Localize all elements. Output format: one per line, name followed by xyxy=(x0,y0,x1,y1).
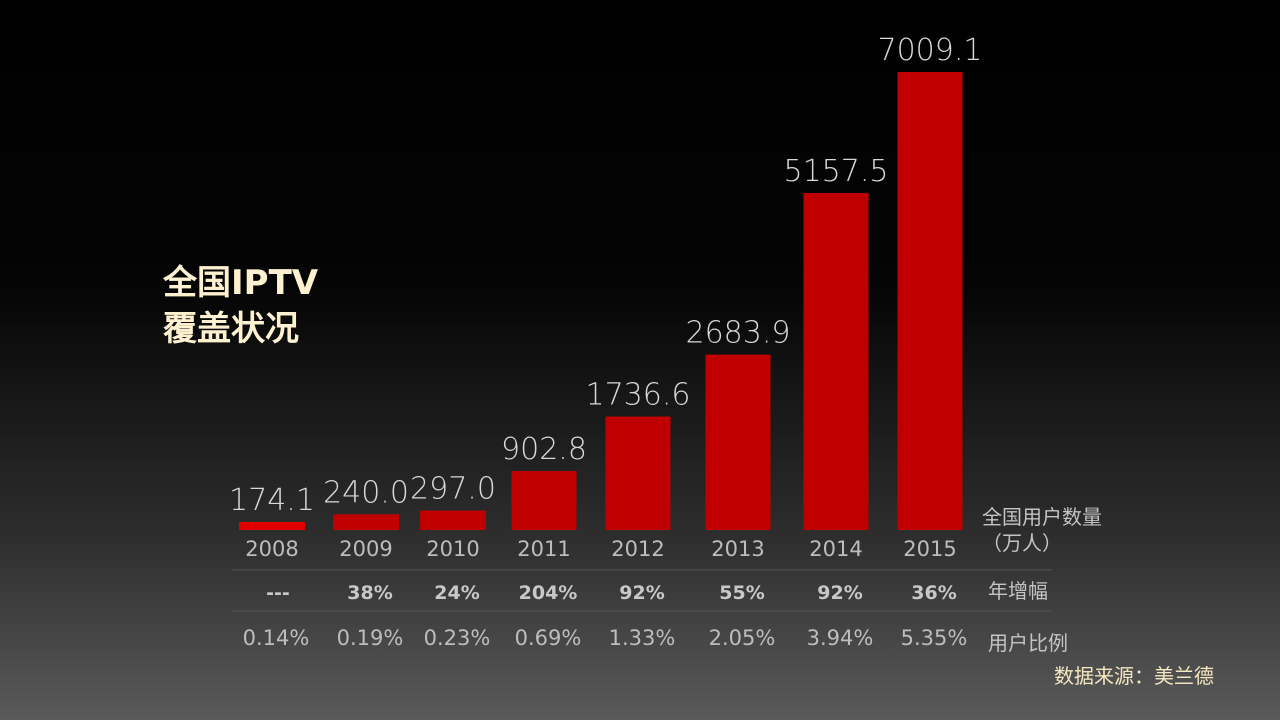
bar-2014 xyxy=(803,192,869,531)
values-row-label-line-2: （万人） xyxy=(982,531,1062,555)
ratio-label-2011: 0.69% xyxy=(515,626,582,650)
ratio-label-2010: 0.23% xyxy=(424,626,491,650)
value-label-2008: 174.1 xyxy=(229,483,315,518)
value-label-2015: 7009.1 xyxy=(878,33,983,68)
growth-label-2013: 55% xyxy=(719,582,764,604)
bar-2013 xyxy=(705,354,771,530)
year-labels-group: 2008 2009 2010 2011 2012 2013 2014 2015 xyxy=(245,537,956,561)
values-row-label-line-1: 全国用户数量 xyxy=(982,505,1102,529)
ratio-label-2014: 3.94% xyxy=(807,626,874,650)
ratio-label-2009: 0.19% xyxy=(337,626,404,650)
year-label-2010: 2010 xyxy=(426,537,479,561)
ratio-label-2008: 0.14% xyxy=(243,626,310,650)
ratio-row-label: 用户比例 xyxy=(988,631,1068,655)
ratio-label-2013: 2.05% xyxy=(709,626,776,650)
bar-2012 xyxy=(605,416,671,530)
year-label-2011: 2011 xyxy=(517,537,570,561)
values-row-label: 全国用户数量 （万人） xyxy=(982,504,1102,556)
value-label-2014: 5157.5 xyxy=(784,154,889,189)
year-label-2013: 2013 xyxy=(711,537,764,561)
value-label-2013: 2683.9 xyxy=(686,316,791,351)
growth-label-2009: 38% xyxy=(347,582,392,604)
growth-label-2011: 204% xyxy=(519,582,578,604)
ratio-label-2015: 5.35% xyxy=(901,626,968,650)
bar-2009 xyxy=(333,514,399,530)
bar-2015 xyxy=(897,72,963,530)
value-label-2012: 1736.6 xyxy=(586,378,691,413)
bar-2011 xyxy=(511,471,577,530)
year-label-2009: 2009 xyxy=(339,537,392,561)
growth-label-2008: --- xyxy=(266,582,290,604)
value-label-2009: 240.0 xyxy=(323,475,409,510)
value-label-2010: 297.0 xyxy=(410,472,496,507)
chart-title-line-1: 全国IPTV xyxy=(163,263,319,303)
source-note: 数据来源：美兰德 xyxy=(1054,664,1214,688)
year-label-2012: 2012 xyxy=(611,537,664,561)
growth-label-2010: 24% xyxy=(434,582,479,604)
bars-group xyxy=(239,72,963,531)
year-label-2008: 2008 xyxy=(245,537,298,561)
chart-title: 全国IPTV 覆盖状况 xyxy=(163,260,318,352)
growth-label-2012: 92% xyxy=(619,582,664,604)
chart-title-line-2: 覆盖状况 xyxy=(163,309,299,349)
growth-label-2014: 92% xyxy=(817,582,862,604)
bar-2008 xyxy=(239,522,305,530)
growth-labels-group: --- 38% 24% 204% 92% 55% 92% 36% xyxy=(266,582,957,604)
year-label-2015: 2015 xyxy=(903,537,956,561)
bar-2010 xyxy=(420,510,486,530)
ratio-label-2012: 1.33% xyxy=(609,626,676,650)
year-label-2014: 2014 xyxy=(809,537,862,561)
growth-label-2015: 36% xyxy=(911,582,956,604)
value-label-2011: 902.8 xyxy=(501,432,587,467)
ratio-labels-group: 0.14% 0.19% 0.23% 0.69% 1.33% 2.05% 3.94% 5.35% xyxy=(243,626,968,650)
growth-row-label: 年增幅 xyxy=(988,579,1048,603)
